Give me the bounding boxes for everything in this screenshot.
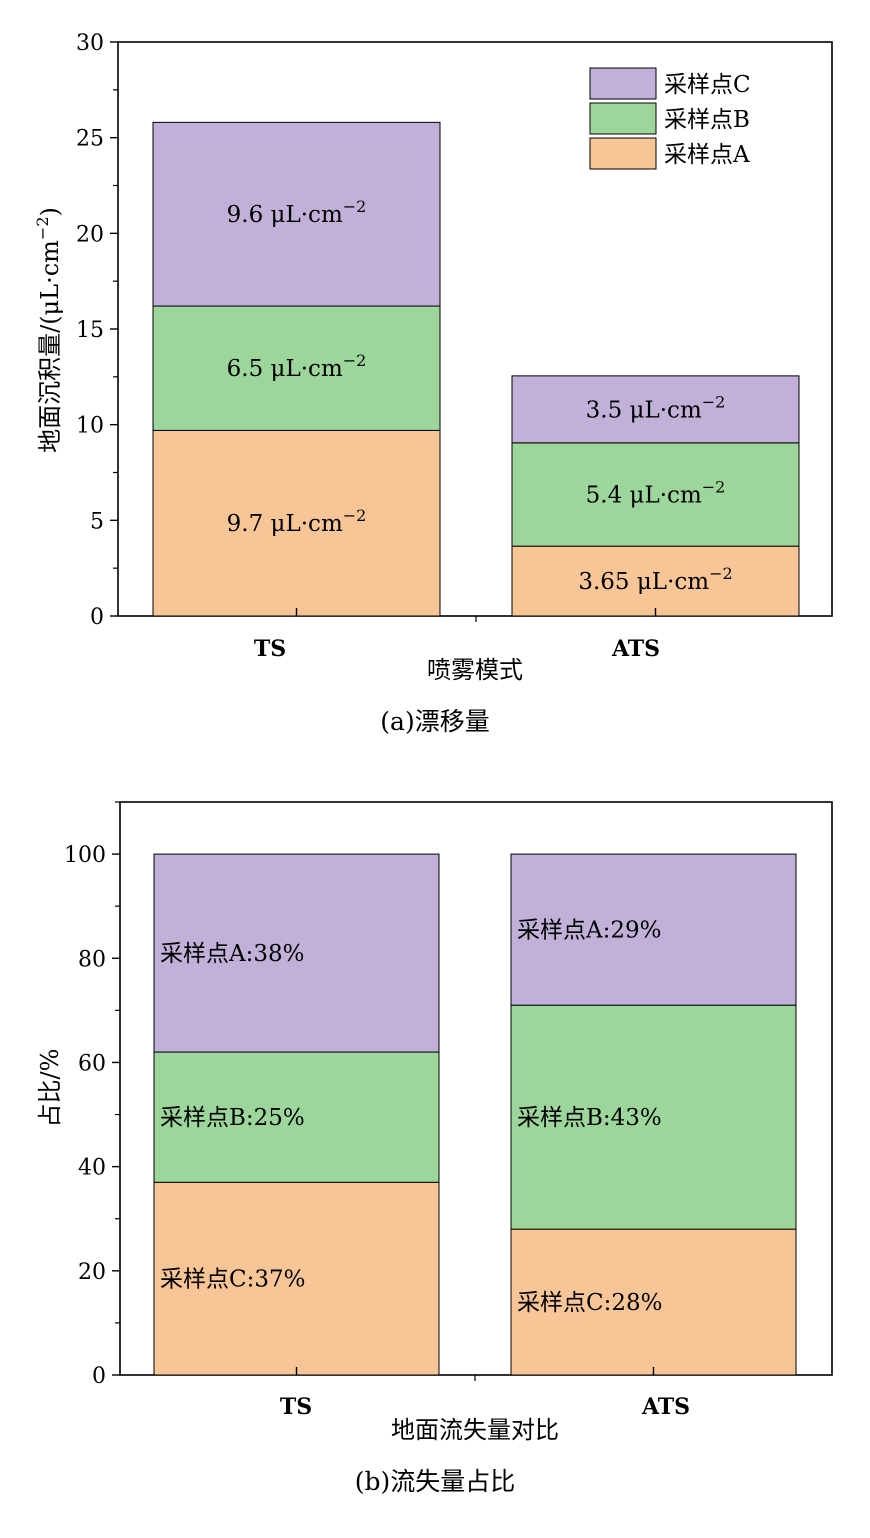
data-label-ts-2: 采样点B:25%: [160, 1105, 305, 1131]
y-tick-label: 100: [64, 843, 106, 868]
data-label-ts-2: 6.5 μL·cm−2: [227, 351, 367, 382]
x-tick-label-ats: ATS: [611, 636, 660, 662]
data-label-ts-3-text: 9.6 μL·cm: [227, 202, 343, 228]
legend-label-2: 采样点B: [664, 107, 750, 133]
y-tick-label: 20: [78, 1260, 106, 1285]
data-label-ts-2-exponent: −2: [343, 351, 367, 370]
data-label-ts-1-text: 9.7 μL·cm: [227, 511, 343, 537]
legend-swatch-3: [589, 137, 657, 170]
plot-frame: [119, 801, 833, 1376]
bar-ts-segment-2: [153, 1051, 440, 1183]
data-label-ats-3: 采样点A:29%: [517, 918, 661, 944]
bars: 9.7 μL·cm−26.5 μL·cm−29.6 μL·cm−23.65 μL…: [152, 121, 800, 617]
x-axis-title: 喷雾模式: [427, 656, 523, 684]
y-tick-label: 30: [76, 31, 104, 56]
x-axis-ticks: TS ATS: [280, 1367, 690, 1420]
data-label-ts-1: 9.7 μL·cm−2: [227, 506, 367, 537]
bar-ats-segment-1: [510, 1228, 797, 1376]
data-label-ts-1: 采样点C:37%: [160, 1267, 305, 1293]
y-axis-title-exponent: −2: [33, 216, 52, 240]
y-tick-label: 20: [76, 222, 104, 247]
x-axis-title: 地面流失量对比: [391, 1416, 559, 1444]
bar-ats-segment-2: [511, 442, 800, 547]
bar-ats-segment-2: [510, 1004, 797, 1230]
data-label-ats-1: 3.65 μL·cm−2: [578, 564, 732, 595]
data-label-ats-1: 采样点C:28%: [517, 1290, 662, 1316]
bar-ats-segment-3: [511, 375, 800, 444]
x-tick-label-ts: TS: [254, 636, 286, 662]
bar-ts-segment-1: [153, 1181, 440, 1376]
data-label-ts-1-exponent: −2: [343, 506, 367, 525]
caption-b: (b)流失量占比: [355, 1467, 516, 1496]
bar-ats-segment-1: [511, 545, 800, 617]
y-tick-label: 40: [78, 1156, 106, 1181]
chart-drift-amount: 9.7 μL·cm−26.5 μL·cm−29.6 μL·cm−23.65 μL…: [33, 31, 833, 736]
data-label-ats-2: 5.4 μL·cm−2: [586, 478, 726, 509]
y-tick-label: 80: [78, 947, 106, 972]
y-axis-title: 占比/%: [36, 1049, 64, 1128]
y-tick-label: 5: [90, 509, 104, 534]
bar-ts-segment-2: [152, 305, 441, 431]
y-axis-ticks: 0 5 10 15 20 25 30: [76, 31, 118, 630]
y-axis-ticks: 0 20 40 60 80 100: [64, 801, 120, 1389]
data-label-ats-3-text: 3.5 μL·cm: [586, 397, 702, 423]
data-label-ts-2-text: 6.5 μL·cm: [227, 356, 343, 382]
caption-a: (a)漂移量: [380, 707, 489, 736]
x-tick-label-ats: ATS: [641, 1394, 690, 1420]
bars: 采样点C:37% 采样点B:25% 采样点A:38% 采样点C:28% 采样点B:43%…: [153, 853, 797, 1376]
data-label-ats-2: 采样点B:43%: [517, 1105, 662, 1131]
y-tick-label: 0: [92, 1364, 106, 1389]
y-tick-label: 10: [76, 414, 104, 439]
data-label-ts-3-exponent: −2: [343, 197, 367, 216]
data-label-ats-1-text: 3.65 μL·cm: [578, 569, 709, 595]
legend: 采样点C 采样点B 采样点A: [589, 67, 751, 170]
data-label-ats-3-exponent: −2: [702, 392, 726, 411]
bar-ats-segment-3: [510, 853, 797, 1006]
legend-label-3: 采样点A: [664, 142, 750, 168]
legend-swatch-1: [589, 67, 657, 100]
bar-ts-segment-3: [153, 853, 440, 1053]
y-tick-label: 15: [76, 318, 104, 343]
y-tick-label: 25: [76, 127, 104, 152]
legend-label-1: 采样点C: [664, 72, 751, 98]
y-axis-title: 地面沉积量/(μL·cm−2): [33, 207, 64, 453]
bar-ts-segment-3: [152, 121, 441, 307]
data-label-ats-3: 3.5 μL·cm−2: [586, 392, 726, 423]
legend-swatch-2: [589, 102, 657, 135]
data-label-ts-3: 采样点A:38%: [160, 941, 304, 967]
x-tick-label-ts: TS: [280, 1394, 312, 1420]
data-label-ats-2-exponent: −2: [702, 478, 726, 497]
data-label-ts-3: 9.6 μL·cm−2: [227, 197, 367, 228]
data-label-ats-2-text: 5.4 μL·cm: [586, 483, 702, 509]
x-axis-ticks: TS ATS: [254, 608, 660, 662]
data-label-ats-1-exponent: −2: [709, 564, 733, 583]
y-axis-title-main: 地面沉积量/(μL·cm: [36, 240, 64, 453]
y-tick-label: 0: [90, 605, 104, 630]
y-axis-title-close: ): [36, 207, 64, 216]
y-tick-label: 60: [78, 1051, 106, 1076]
chart-loss-ratio: 采样点C:37% 采样点B:25% 采样点A:38% 采样点C:28% 采样点B:43%…: [36, 801, 833, 1496]
